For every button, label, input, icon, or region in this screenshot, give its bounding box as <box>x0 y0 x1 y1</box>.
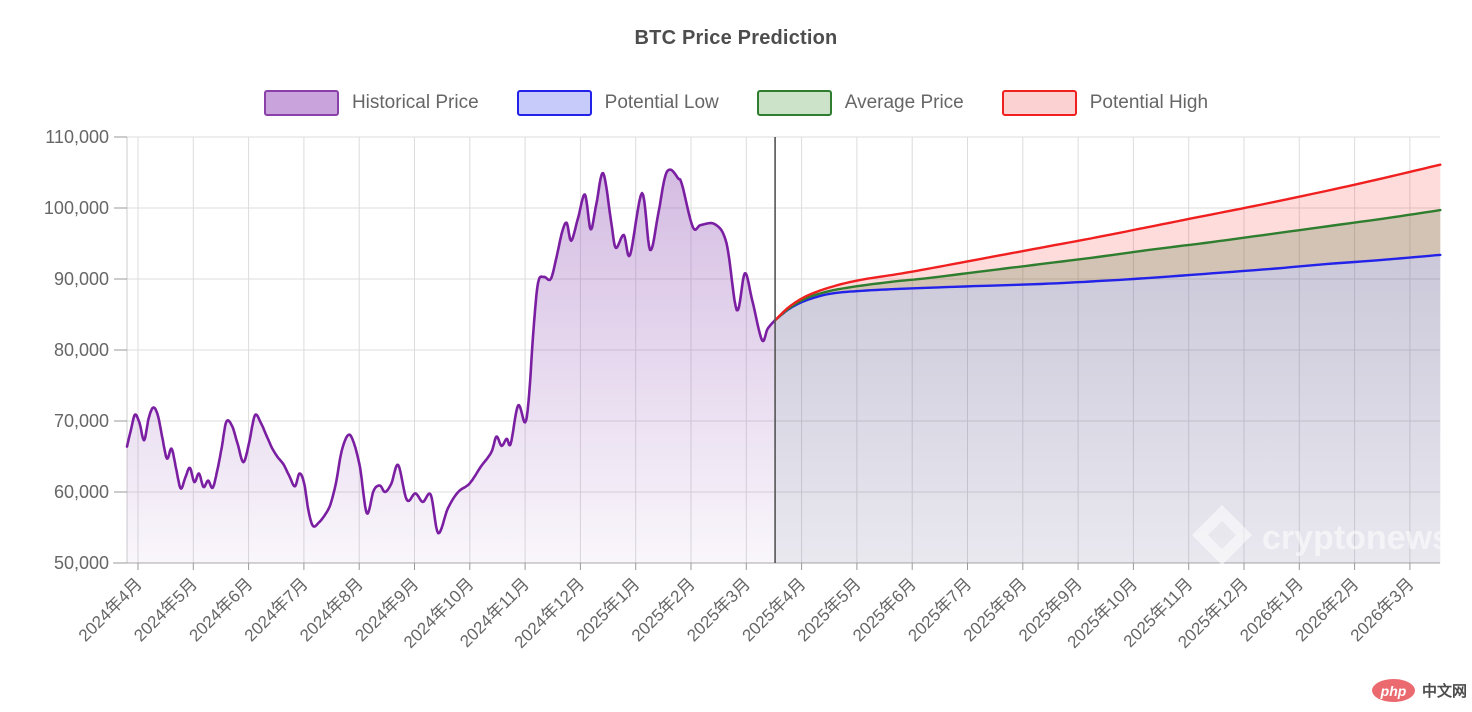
legend-label: Potential High <box>1089 92 1209 113</box>
legend-swatch-1 <box>516 90 592 116</box>
series-areas <box>127 164 1441 563</box>
y-axis-label: 60,000 <box>54 482 109 502</box>
series-lines <box>125 163 1442 535</box>
historical-price-line <box>125 168 777 535</box>
watermark-text: cryptonews <box>1262 519 1451 557</box>
legend-item-potential-high[interactable]: Potential High <box>1001 90 1209 116</box>
y-axis-label: 80,000 <box>54 340 109 360</box>
chart-title: BTC Price Prediction <box>634 27 838 49</box>
legend-label: Potential Low <box>604 92 719 113</box>
php-cn-logo: php 中文网 <box>1371 679 1467 702</box>
legend: Historical Price Potential Low Average Pri… <box>0 90 1472 116</box>
legend-item-potential-low[interactable]: Potential Low <box>516 90 719 116</box>
y-axis-label: 110,000 <box>45 127 109 147</box>
php-logo-text: 中文网 <box>1421 683 1467 700</box>
potential-high-line <box>773 163 1442 322</box>
legend-item-average-price[interactable]: Average Price <box>756 90 964 116</box>
historical-area <box>127 169 776 563</box>
potential-high-band <box>775 164 1441 321</box>
legend-label: Historical Price <box>351 92 479 113</box>
watermark: cryptonews <box>1192 505 1451 565</box>
cryptonews-diamond-inner <box>1208 521 1236 549</box>
legend-label: Average Price <box>844 92 964 113</box>
y-axis-label: 100,000 <box>44 198 109 218</box>
y-axis-label: 90,000 <box>54 269 109 289</box>
legend-item-historical-price[interactable]: Historical Price <box>263 90 479 116</box>
potential-low-area <box>775 254 1441 563</box>
potential-low-line <box>773 253 1442 322</box>
php-logo-badge: php <box>1371 679 1415 702</box>
legend-swatch-0 <box>263 90 339 116</box>
legend-swatch-2 <box>756 90 832 116</box>
legend-swatch-3 <box>1001 90 1077 116</box>
average-price-band <box>775 210 1441 321</box>
average-price-line <box>773 208 1442 322</box>
y-axis-label: 70,000 <box>54 411 109 431</box>
y-axis-label: 50,000 <box>54 553 109 573</box>
